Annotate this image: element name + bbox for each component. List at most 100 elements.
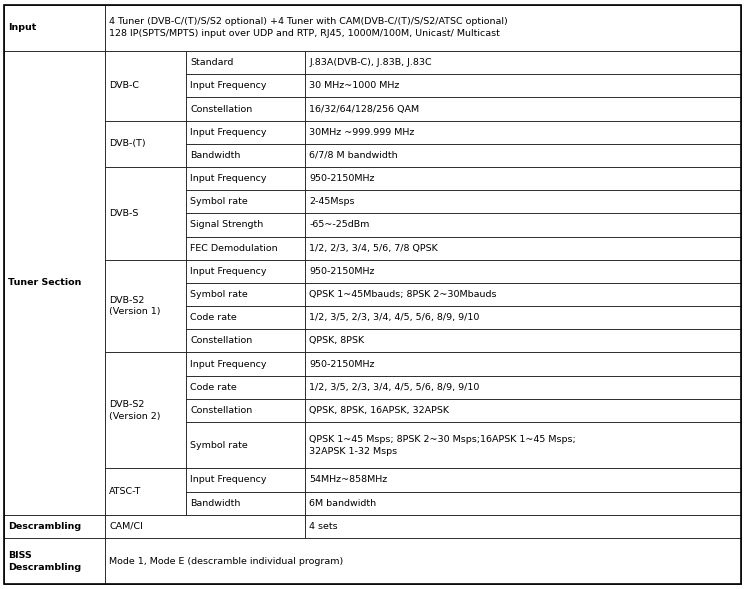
Bar <box>4 515 105 538</box>
Bar <box>105 51 186 121</box>
Bar <box>305 515 741 538</box>
Text: 2-45Msps: 2-45Msps <box>309 197 355 206</box>
Bar <box>305 352 741 376</box>
Bar <box>4 51 105 515</box>
Bar <box>305 167 741 190</box>
Text: Input Frequency: Input Frequency <box>191 359 267 369</box>
Bar <box>186 399 305 422</box>
Text: DVB-S2
(Version 2): DVB-S2 (Version 2) <box>110 400 161 421</box>
Text: CAM/CI: CAM/CI <box>110 522 143 531</box>
Text: BISS
Descrambling: BISS Descrambling <box>8 551 81 571</box>
Bar <box>105 5 741 51</box>
Bar <box>186 492 305 515</box>
Text: 30 MHz~1000 MHz: 30 MHz~1000 MHz <box>309 81 399 90</box>
Text: 6M bandwidth: 6M bandwidth <box>309 499 376 508</box>
Text: Symbol rate: Symbol rate <box>191 441 248 449</box>
Text: Input: Input <box>8 24 37 32</box>
Bar <box>4 538 105 584</box>
Bar <box>186 121 305 144</box>
Text: Descrambling: Descrambling <box>8 522 81 531</box>
Bar <box>186 74 305 97</box>
Bar <box>305 492 741 515</box>
Text: Tuner Section: Tuner Section <box>8 279 81 287</box>
Text: 4 Tuner (DVB-C/(T)/S/S2 optional) +4 Tuner with CAM(DVB-C/(T)/S/S2/ATSC optional: 4 Tuner (DVB-C/(T)/S/S2 optional) +4 Tun… <box>110 18 508 38</box>
Bar <box>186 144 305 167</box>
Text: DVB-S: DVB-S <box>110 209 139 218</box>
Bar <box>105 167 186 260</box>
Bar <box>186 329 305 352</box>
Bar <box>105 352 186 468</box>
Text: 950-2150MHz: 950-2150MHz <box>309 359 375 369</box>
Text: Symbol rate: Symbol rate <box>191 290 248 299</box>
Bar <box>4 5 105 51</box>
Bar <box>305 306 741 329</box>
Text: 950-2150MHz: 950-2150MHz <box>309 174 375 183</box>
Bar <box>105 515 305 538</box>
Text: Bandwidth: Bandwidth <box>191 499 241 508</box>
Text: Constellation: Constellation <box>191 104 253 114</box>
Bar <box>305 422 741 468</box>
Text: 16/32/64/128/256 QAM: 16/32/64/128/256 QAM <box>309 104 419 114</box>
Bar <box>305 237 741 260</box>
Text: Input Frequency: Input Frequency <box>191 267 267 276</box>
Bar <box>186 422 305 468</box>
Text: Input Frequency: Input Frequency <box>191 81 267 90</box>
Text: QPSK, 8PSK: QPSK, 8PSK <box>309 336 364 345</box>
Bar <box>186 376 305 399</box>
Bar <box>186 468 305 492</box>
Text: 1/2, 3/5, 2/3, 3/4, 4/5, 5/6, 8/9, 9/10: 1/2, 3/5, 2/3, 3/4, 4/5, 5/6, 8/9, 9/10 <box>309 383 480 392</box>
Text: -65~-25dBm: -65~-25dBm <box>309 220 370 230</box>
Bar <box>105 468 186 515</box>
Text: 1/2, 2/3, 3/4, 5/6, 7/8 QPSK: 1/2, 2/3, 3/4, 5/6, 7/8 QPSK <box>309 244 438 253</box>
Text: 950-2150MHz: 950-2150MHz <box>309 267 375 276</box>
Bar <box>305 97 741 121</box>
Bar <box>305 260 741 283</box>
Bar <box>305 51 741 74</box>
Text: 1/2, 3/5, 2/3, 3/4, 4/5, 5/6, 8/9, 9/10: 1/2, 3/5, 2/3, 3/4, 4/5, 5/6, 8/9, 9/10 <box>309 313 480 322</box>
Bar <box>305 144 741 167</box>
Text: Constellation: Constellation <box>191 336 253 345</box>
Bar <box>186 97 305 121</box>
Bar <box>305 399 741 422</box>
Bar <box>186 306 305 329</box>
Text: FEC Demodulation: FEC Demodulation <box>191 244 278 253</box>
Text: Signal Strength: Signal Strength <box>191 220 264 230</box>
Bar <box>186 190 305 213</box>
Bar <box>105 121 186 167</box>
Bar <box>105 538 741 584</box>
Text: Input Frequency: Input Frequency <box>191 475 267 485</box>
Bar <box>305 213 741 237</box>
Text: DVB-S2
(Version 1): DVB-S2 (Version 1) <box>110 296 161 316</box>
Text: 4 sets: 4 sets <box>309 522 337 531</box>
Text: QPSK, 8PSK, 16APSK, 32APSK: QPSK, 8PSK, 16APSK, 32APSK <box>309 406 449 415</box>
Text: 6/7/8 M bandwidth: 6/7/8 M bandwidth <box>309 151 398 160</box>
Bar <box>305 329 741 352</box>
Bar <box>305 74 741 97</box>
Text: Code rate: Code rate <box>191 383 237 392</box>
Text: Constellation: Constellation <box>191 406 253 415</box>
Text: QPSK 1~45 Msps; 8PSK 2~30 Msps;16APSK 1~45 Msps;
32APSK 1-32 Msps: QPSK 1~45 Msps; 8PSK 2~30 Msps;16APSK 1~… <box>309 435 576 455</box>
Text: Code rate: Code rate <box>191 313 237 322</box>
Bar <box>186 51 305 74</box>
Text: Symbol rate: Symbol rate <box>191 197 248 206</box>
Bar <box>305 190 741 213</box>
Text: 54MHz~858MHz: 54MHz~858MHz <box>309 475 387 485</box>
Bar <box>105 260 186 352</box>
Text: J.83A(DVB-C), J.83B, J.83C: J.83A(DVB-C), J.83B, J.83C <box>309 58 432 67</box>
Text: Bandwidth: Bandwidth <box>191 151 241 160</box>
Text: QPSK 1~45Mbauds; 8PSK 2~30Mbauds: QPSK 1~45Mbauds; 8PSK 2~30Mbauds <box>309 290 497 299</box>
Bar <box>186 352 305 376</box>
Bar <box>186 213 305 237</box>
Text: Input Frequency: Input Frequency <box>191 128 267 137</box>
Text: Mode 1, Mode E (descramble individual program): Mode 1, Mode E (descramble individual pr… <box>110 557 343 565</box>
Text: Input Frequency: Input Frequency <box>191 174 267 183</box>
Bar <box>305 468 741 492</box>
Bar <box>186 237 305 260</box>
Bar <box>305 283 741 306</box>
Text: Standard: Standard <box>191 58 234 67</box>
Text: ATSC-T: ATSC-T <box>110 487 142 496</box>
Text: DVB-C: DVB-C <box>110 81 139 90</box>
Bar <box>186 283 305 306</box>
Bar <box>186 260 305 283</box>
Text: DVB-(T): DVB-(T) <box>110 140 146 148</box>
